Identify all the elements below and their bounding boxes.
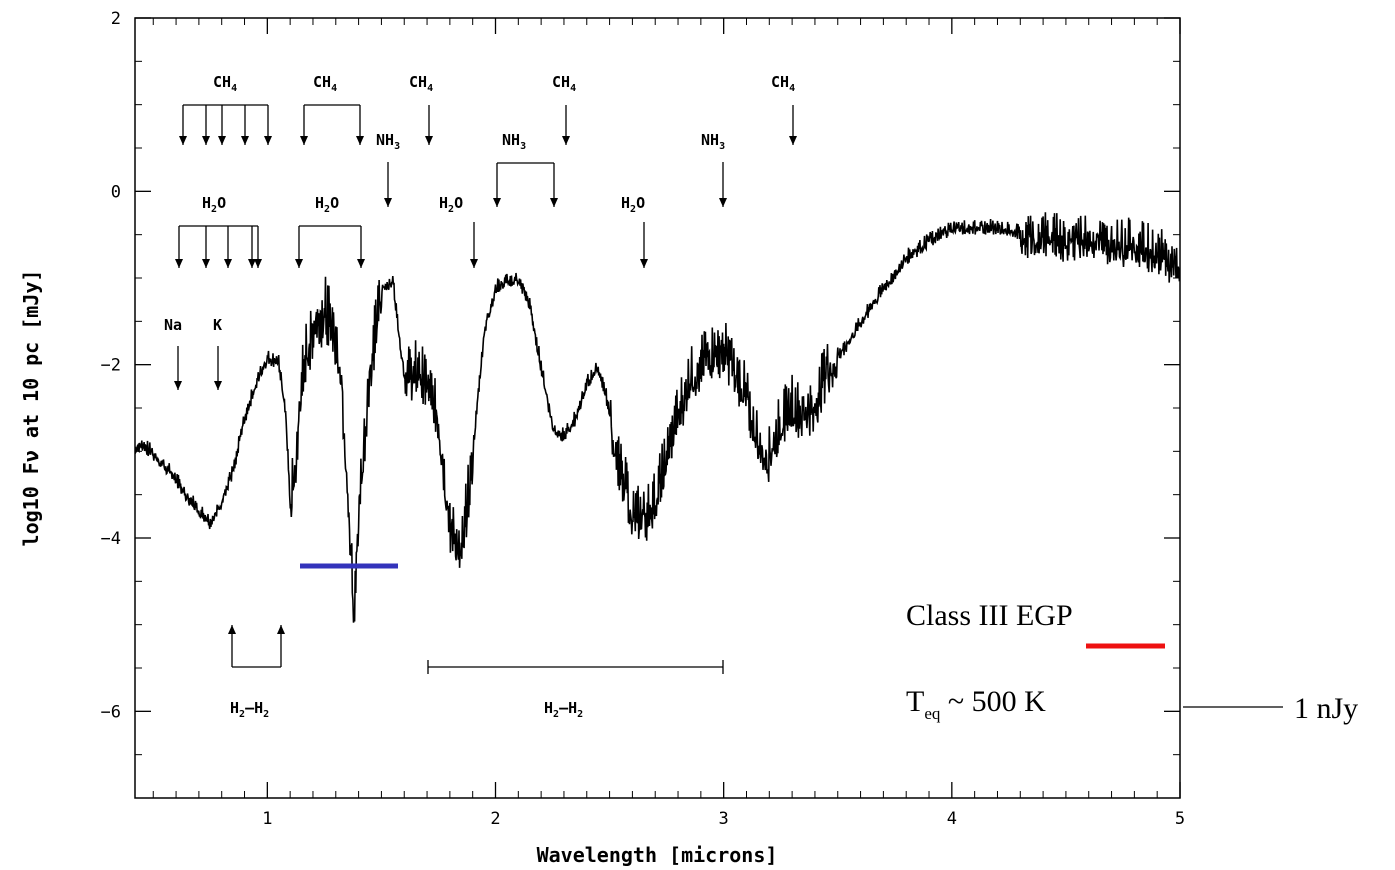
arrowhead-down: [264, 136, 272, 145]
nh3-label-3: NH3: [701, 131, 725, 152]
arrowhead-down: [356, 136, 364, 145]
class-label: Class III EGP: [906, 599, 1073, 632]
arrowhead-down: [224, 259, 232, 268]
y-tick-label: −4: [101, 529, 121, 549]
nh3-bracket: [496, 162, 555, 207]
x-axis: 1 2 3 4 5: [152, 18, 1185, 829]
h2o-label-1: H2O: [202, 194, 226, 215]
arrowhead-down: [789, 136, 797, 145]
arrowhead-down: [254, 259, 262, 268]
h2h2-range-line: [427, 660, 724, 674]
na-label: Na: [164, 316, 182, 334]
h2h2-label-1: H2–H2: [230, 699, 269, 720]
ch4-label-5: CH4: [771, 73, 795, 94]
x-axis-title: Wavelength [microns]: [537, 843, 778, 867]
arrowhead-down: [175, 259, 183, 268]
arrowhead-down: [493, 198, 501, 207]
y-tick-label: 0: [111, 182, 121, 202]
plot-frame: [134, 17, 1181, 799]
arrowhead-down: [179, 136, 187, 145]
y-tick-label: 2: [111, 9, 121, 29]
y-tick-label: −6: [101, 702, 121, 722]
nh3-label-2: NH3: [502, 131, 526, 152]
ch4-label-3: CH4: [409, 73, 433, 94]
arrowhead-down: [719, 198, 727, 207]
arrowhead-down: [550, 198, 558, 207]
x-tick-label: 3: [719, 809, 729, 829]
k-label: K: [213, 316, 222, 334]
arrowhead-down: [640, 259, 648, 268]
arrowhead-down: [470, 259, 478, 268]
arrowhead-down: [295, 259, 303, 268]
arrowhead-down: [425, 136, 433, 145]
nh3-label-1: NH3: [376, 131, 400, 152]
arrowhead-down: [241, 136, 249, 145]
ch4-bracket-2: [303, 104, 361, 145]
y-axis: 2 0 −2 −4 −6: [101, 9, 1180, 799]
arrowhead-up: [277, 625, 285, 634]
arrowhead-down: [202, 259, 210, 268]
x-tick-label: 5: [1175, 809, 1185, 829]
arrowhead-down: [384, 198, 392, 207]
molecule-annotations: [177, 104, 794, 674]
h2o-bracket-1: [178, 225, 259, 268]
arrowhead-down: [174, 381, 182, 390]
h2h2-bracket-1: [231, 625, 282, 668]
h2h2-label-2: H2–H2: [544, 699, 583, 720]
ch4-label-4: CH4: [552, 73, 576, 94]
y-tick-label: −2: [101, 356, 121, 376]
ch4-label-1: CH4: [213, 73, 237, 94]
x-tick-label: 4: [947, 809, 957, 829]
arrowhead-up: [228, 625, 236, 634]
h2o-label-3: H2O: [439, 194, 463, 215]
x-tick-label: 2: [490, 809, 500, 829]
spectrum-line: [134, 212, 1181, 623]
teq-label: Teq ~ 500 K: [906, 685, 1046, 723]
y-axis-title: log10 Fν at 10 pc [mJy]: [19, 270, 43, 547]
h2o-bracket-2: [298, 225, 362, 268]
h2o-label-4: H2O: [621, 194, 645, 215]
arrowhead-down: [300, 136, 308, 145]
arrowhead-down: [214, 381, 222, 390]
molecule-labels: CH4 CH4 CH4 CH4 CH4 NH3 NH3 NH3 H2O H2O …: [164, 73, 795, 720]
arrowhead-down: [248, 259, 256, 268]
ch4-bracket-1: [182, 104, 269, 145]
arrowheads: [174, 136, 797, 634]
ch4-label-2: CH4: [313, 73, 337, 94]
flux-marker-label: 1 nJy: [1294, 692, 1358, 725]
arrowhead-down: [202, 136, 210, 145]
arrowhead-down: [562, 136, 570, 145]
h2o-label-2: H2O: [315, 194, 339, 215]
arrowhead-down: [357, 259, 365, 268]
x-tick-label: 1: [262, 809, 272, 829]
arrowhead-down: [218, 136, 226, 145]
